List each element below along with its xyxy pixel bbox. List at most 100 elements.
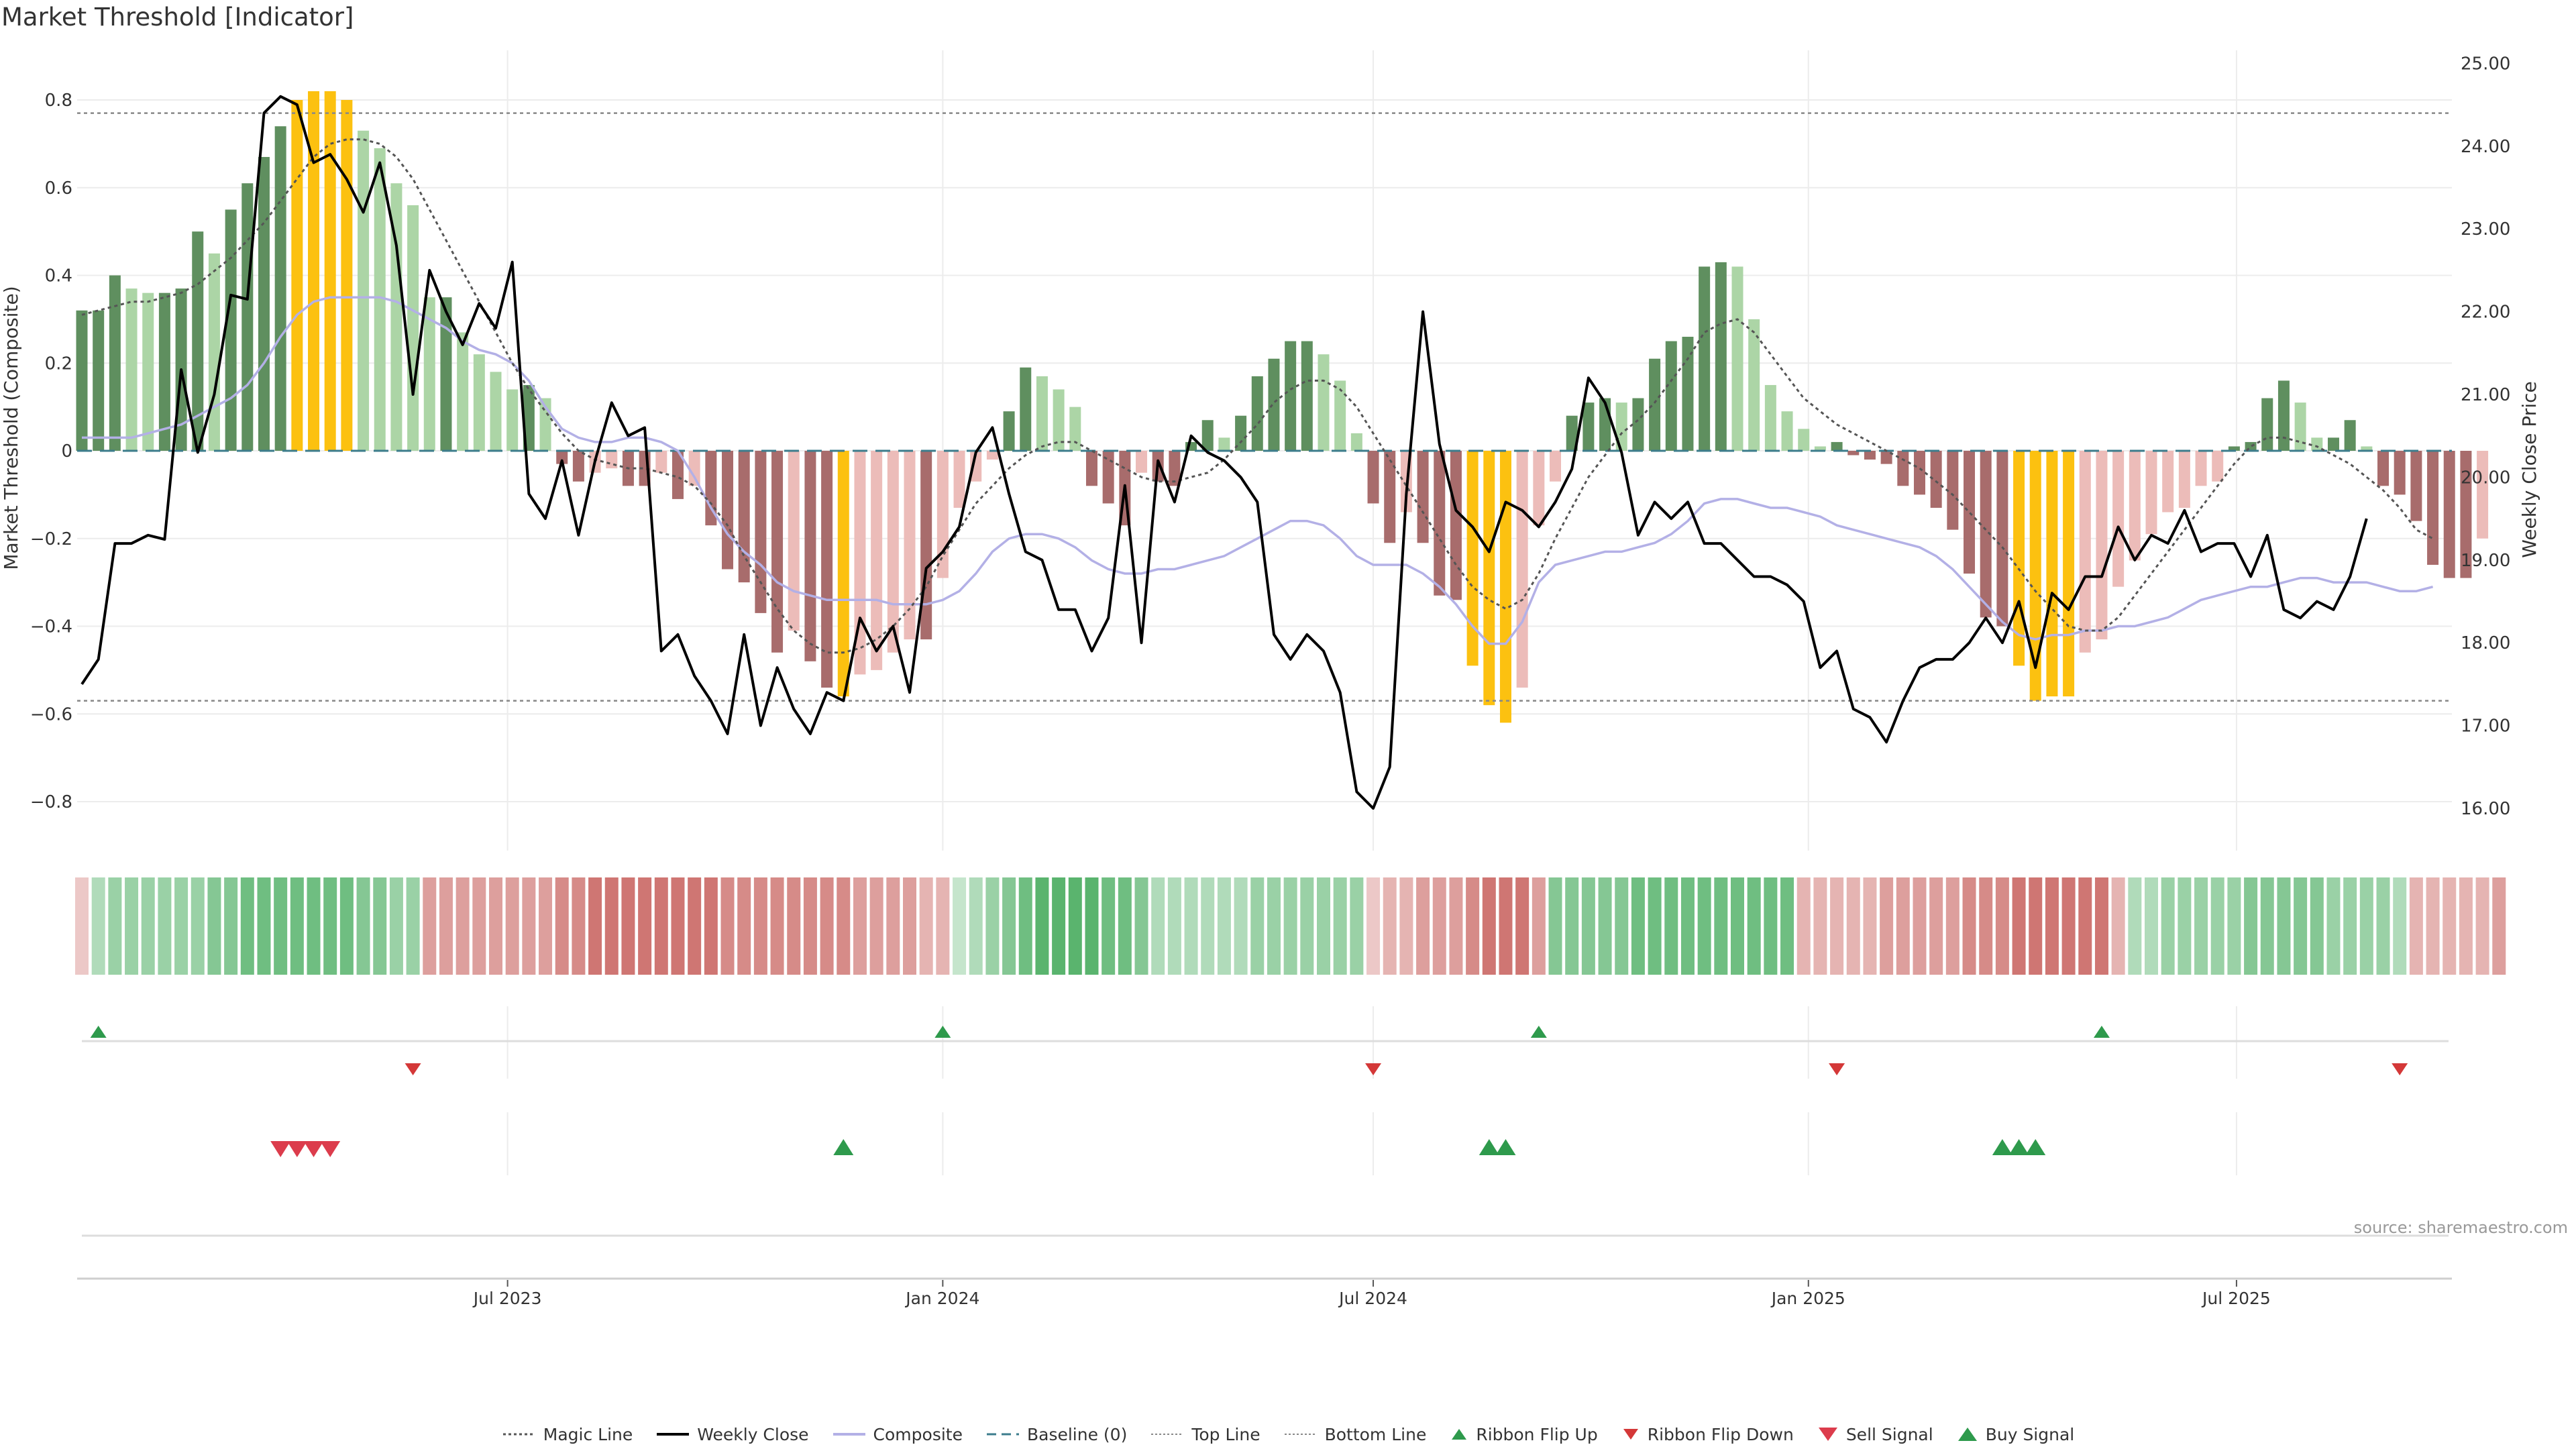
composite-bar bbox=[1897, 451, 1909, 486]
composite-bar bbox=[2063, 451, 2075, 697]
composite-bar bbox=[1136, 451, 1148, 473]
sell-signal-marker bbox=[320, 1141, 341, 1157]
ribbon-cell bbox=[2194, 877, 2208, 975]
ribbon-cell bbox=[1300, 877, 1314, 975]
ribbon-cell bbox=[1664, 877, 1678, 975]
ribbon-cell bbox=[787, 877, 801, 975]
ribbon-cell bbox=[2475, 877, 2489, 975]
ribbon-cell bbox=[1217, 877, 1231, 975]
composite-bar bbox=[125, 288, 138, 451]
composite-bar bbox=[2046, 451, 2058, 697]
composite-bar bbox=[953, 451, 965, 508]
composite-bar bbox=[407, 205, 419, 451]
ribbon-cell bbox=[2277, 877, 2291, 975]
ribbon-cell bbox=[1515, 877, 1529, 975]
ribbon-cell bbox=[1813, 877, 1827, 975]
composite-bar bbox=[1218, 437, 1230, 451]
ribbon-cell bbox=[290, 877, 304, 975]
ribbon-cell bbox=[1846, 877, 1860, 975]
ribbon-cell bbox=[2045, 877, 2059, 975]
composite-bar bbox=[2344, 420, 2356, 451]
y2-tick-label: 19.00 bbox=[2461, 551, 2510, 571]
composite-bar bbox=[1682, 337, 1694, 451]
ribbon-cell bbox=[191, 877, 205, 975]
ribbon-cell bbox=[406, 877, 420, 975]
composite-bar bbox=[2460, 451, 2472, 578]
composite-bar bbox=[2477, 451, 2489, 539]
ribbon-cell bbox=[2111, 877, 2125, 975]
legend-baseline: Baseline (0) bbox=[985, 1425, 1127, 1444]
legend-magic-line: Magic Line bbox=[502, 1425, 633, 1444]
composite-bar bbox=[1201, 420, 1214, 451]
composite-bar bbox=[1053, 389, 1065, 451]
composite-bar bbox=[308, 91, 320, 451]
ribbon-cell bbox=[985, 877, 1000, 975]
ribbon-cell bbox=[1731, 877, 1744, 975]
composite-bar bbox=[440, 297, 452, 451]
ribbon-cell bbox=[621, 877, 635, 975]
ribbon-strip bbox=[75, 877, 2506, 975]
ribbon-cell bbox=[2426, 877, 2440, 975]
ribbon-cell bbox=[654, 877, 668, 975]
ribbon-cell bbox=[2409, 877, 2423, 975]
composite-bar bbox=[1350, 433, 1362, 451]
y2-tick-label: 23.00 bbox=[2461, 219, 2510, 239]
ribbon-cell bbox=[1548, 877, 1562, 975]
ribbon-cell bbox=[1962, 877, 1976, 975]
ribbon-cell bbox=[323, 877, 337, 975]
composite-bar bbox=[672, 451, 684, 499]
composite-bar bbox=[374, 148, 386, 451]
ribbon-cell bbox=[423, 877, 437, 975]
composite-bar bbox=[2294, 402, 2306, 451]
ribbon-cell bbox=[2310, 877, 2324, 975]
composite-bar bbox=[1715, 262, 1727, 451]
composite-bar bbox=[2394, 451, 2406, 495]
ribbon-cell bbox=[2161, 877, 2175, 975]
composite-bar bbox=[2129, 451, 2141, 561]
composite-bar bbox=[1649, 358, 1661, 451]
ribbon-cell bbox=[2326, 877, 2341, 975]
composite-bar bbox=[142, 292, 154, 451]
ribbon-cell bbox=[257, 877, 271, 975]
composite-bar bbox=[1566, 415, 1578, 451]
ribbon-cell bbox=[1830, 877, 1844, 975]
composite-bar bbox=[1434, 451, 1446, 596]
ribbon-cell bbox=[1532, 877, 1546, 975]
composite-bar bbox=[705, 451, 717, 526]
axes: 0.8 0.6 0.4 0.2 0 −0.2 −0.4 −0.6 −0.8 25.00 24.00 2… bbox=[30, 54, 2511, 1308]
ribbon-cell bbox=[1714, 877, 1728, 975]
ribbon-cell bbox=[803, 877, 817, 975]
composite-bar bbox=[158, 292, 170, 451]
composite-bar bbox=[771, 451, 784, 653]
ribbon-cell bbox=[1399, 877, 1413, 975]
dotted-line-icon bbox=[1284, 1434, 1317, 1435]
ribbon-cell bbox=[2094, 877, 2108, 975]
ribbon-cell bbox=[1764, 877, 1778, 975]
composite-bar bbox=[2013, 451, 2025, 666]
composite-bar bbox=[655, 451, 667, 473]
composite-bar bbox=[1964, 451, 1976, 574]
composite-bar bbox=[887, 451, 899, 653]
ribbon-cell bbox=[1002, 877, 1016, 975]
composite-bar bbox=[821, 451, 833, 688]
y-tick-label: 0.4 bbox=[45, 266, 72, 286]
legend-label: Weekly Close bbox=[697, 1424, 809, 1444]
composite-bar bbox=[1748, 319, 1760, 451]
legend-label: Bottom Line bbox=[1324, 1424, 1427, 1444]
legend-flip-up: Ribbon Flip Up bbox=[1449, 1425, 1598, 1444]
ribbon-cell bbox=[1747, 877, 1761, 975]
composite-bar bbox=[1699, 266, 1711, 451]
composite-bar bbox=[1880, 451, 1892, 464]
ribbon-cell bbox=[2227, 877, 2241, 975]
y-tick-label: −0.2 bbox=[30, 529, 72, 549]
triangle-up-icon bbox=[1452, 1429, 1467, 1440]
composite-bar bbox=[2277, 380, 2290, 451]
ribbon-flip-down-marker bbox=[1365, 1063, 1382, 1075]
ribbon-cell bbox=[1896, 877, 1910, 975]
composite-bar bbox=[1781, 411, 1793, 451]
ribbon-cell bbox=[141, 877, 155, 975]
composite-bars bbox=[76, 91, 2489, 723]
composite-bar bbox=[523, 384, 535, 451]
composite-bar bbox=[1632, 398, 1644, 451]
dashed-line-icon bbox=[986, 1433, 1019, 1436]
